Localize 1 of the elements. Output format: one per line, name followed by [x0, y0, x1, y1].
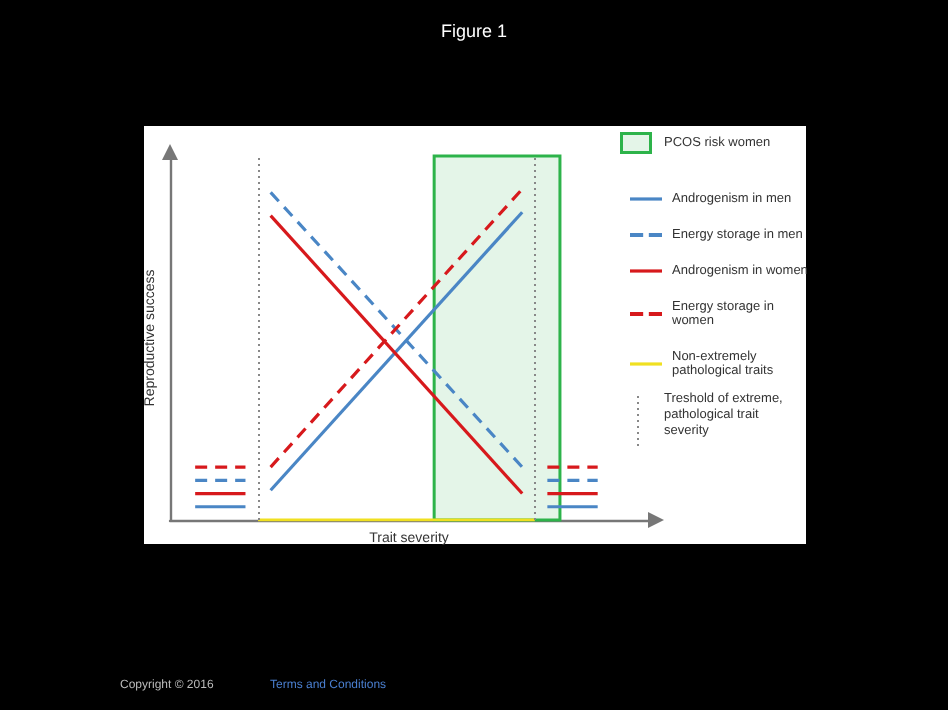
chart-title: Figure 1	[440, 21, 508, 41]
